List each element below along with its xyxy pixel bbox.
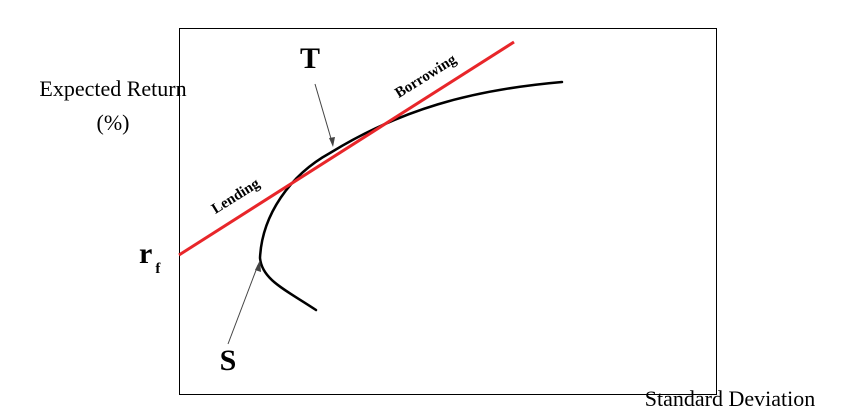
borrowing-label: Borrowing — [392, 51, 459, 101]
tangent-pointer-line — [314, 83, 333, 143]
y-axis-label-line2: (%) — [97, 110, 130, 135]
min-variance-point-label: S — [220, 344, 237, 377]
efficient-frontier-curve — [258, 80, 564, 312]
x-axis-label: Standard Deviation — [645, 386, 815, 410]
y-axis-label-line1: Expected Return — [39, 76, 186, 101]
min-variance-pointer-line — [227, 264, 259, 345]
capital-market-line — [178, 40, 515, 257]
tangent-pointer-arrowhead — [329, 137, 335, 147]
lending-label: Lending — [209, 175, 263, 217]
plot-frame — [179, 28, 717, 395]
risk-free-rate-subscript: f — [155, 261, 161, 277]
tangent-point-label: T — [300, 42, 320, 75]
risk-free-rate-main: r — [139, 237, 152, 270]
min-variance-pointer-arrowhead — [255, 260, 261, 272]
